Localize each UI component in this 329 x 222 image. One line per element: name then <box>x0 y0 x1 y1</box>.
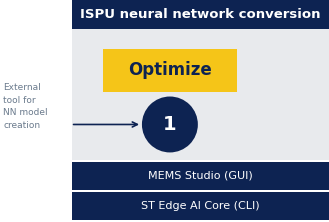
Bar <box>72 29 329 160</box>
Text: MEMS Studio (GUI): MEMS Studio (GUI) <box>148 171 253 181</box>
Text: Optimize: Optimize <box>128 61 212 79</box>
Bar <box>72 0 329 29</box>
Ellipse shape <box>142 97 198 153</box>
Bar <box>72 192 329 220</box>
Text: 1: 1 <box>163 115 177 134</box>
Bar <box>103 49 237 92</box>
Bar <box>72 162 329 190</box>
Text: ST Edge AI Core (CLI): ST Edge AI Core (CLI) <box>141 201 260 211</box>
Text: External
tool for
NN model
creation: External tool for NN model creation <box>3 83 48 130</box>
Text: ISPU neural network conversion: ISPU neural network conversion <box>80 8 321 21</box>
